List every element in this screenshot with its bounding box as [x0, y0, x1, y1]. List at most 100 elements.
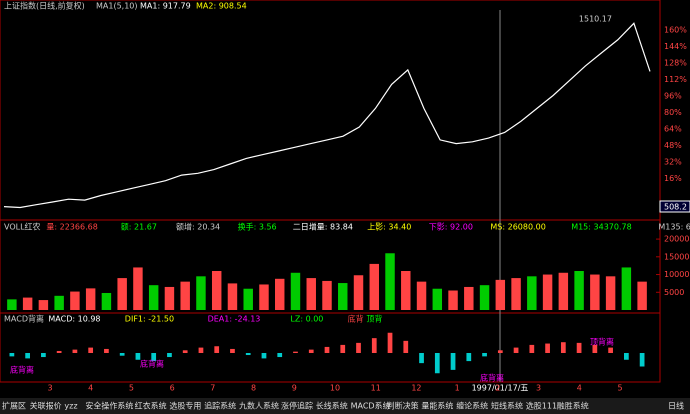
- macd-header: LZ: 0.00: [290, 315, 323, 324]
- volume-header: M135: 610: [658, 223, 690, 232]
- macd-header: DEA1: -24.13: [208, 315, 261, 324]
- x-tick-label: 5: [129, 384, 134, 393]
- volume-header: 换手: 3.56: [238, 222, 277, 232]
- volume-bar: [448, 290, 458, 310]
- volume-header: 量: 22366.68: [46, 223, 97, 232]
- macd-bar: [482, 353, 487, 357]
- tab[interactable]: 九数人系统: [239, 401, 279, 411]
- tab[interactable]: 选股专用: [169, 401, 201, 411]
- x-tick-label: 1: [455, 384, 460, 393]
- tab[interactable]: 涨停追踪: [281, 401, 313, 411]
- macd-bar: [182, 350, 188, 353]
- tab[interactable]: 扩展区: [2, 401, 26, 411]
- tab[interactable]: 红衣系统: [135, 401, 167, 411]
- tab[interactable]: 关联报价: [30, 401, 62, 411]
- macd-bar: [450, 353, 456, 370]
- macd-bar: [198, 347, 204, 353]
- macd-bar: [25, 353, 30, 359]
- volume-bar: [85, 288, 96, 310]
- volume-bar: [605, 276, 616, 310]
- macd-bar: [151, 353, 157, 362]
- y-tick-label: 10000: [664, 270, 689, 279]
- tab[interactable]: yzz: [64, 402, 77, 411]
- macd-header: DIF1: -21.50: [125, 315, 174, 324]
- volume-header: 上影: 34.40: [367, 222, 411, 232]
- tab[interactable]: MACD系统: [351, 401, 391, 411]
- volume-bar: [306, 278, 316, 310]
- tab[interactable]: 日线: [668, 401, 684, 411]
- ma1: MA1: 917.79: [140, 2, 191, 11]
- volume-bar: [479, 285, 490, 310]
- tab[interactable]: 缠论系统: [456, 401, 488, 411]
- tab[interactable]: 选股111: [526, 401, 557, 411]
- volume-bar: [227, 283, 238, 310]
- ma-params: MA1(5,10): [96, 2, 138, 11]
- volume-header: M15: 34370.78: [571, 223, 632, 232]
- macd-bar: [9, 353, 15, 357]
- volume-bar: [54, 295, 64, 310]
- macd-bar: [639, 353, 645, 367]
- volume-bar: [164, 286, 175, 310]
- volume-bar: [558, 272, 569, 310]
- x-tick-label: 11: [371, 384, 381, 393]
- volume-bar: [22, 297, 33, 310]
- pct-label: 16%: [664, 174, 682, 183]
- x-tick-label: 8: [251, 384, 256, 393]
- x-tick-label: 4: [88, 384, 93, 393]
- volume-bar: [275, 278, 285, 310]
- volume-bar: [196, 276, 206, 310]
- x-tick-label: 7: [210, 384, 215, 393]
- title: 上证指数(日线,前复权): [4, 1, 85, 11]
- price-line: [3, 22, 651, 209]
- pct-label: 48%: [664, 141, 682, 150]
- volume-header: MS: 26080.00: [490, 223, 545, 232]
- macd-bar: [277, 353, 283, 358]
- tab[interactable]: 判断决策: [387, 401, 419, 411]
- macd-bar: [576, 342, 582, 353]
- pct-label: 96%: [664, 92, 682, 101]
- macd-bar: [119, 353, 125, 356]
- macd-header: 底背: [348, 314, 364, 324]
- volume-bar: [353, 275, 364, 310]
- tab[interactable]: 安全操作系统: [85, 401, 133, 411]
- volume-bar: [243, 288, 253, 310]
- macd-header: MACD: 10.98: [48, 315, 100, 324]
- pct-label: 80%: [664, 108, 682, 117]
- volume-bar: [133, 267, 143, 310]
- volume-bar: [211, 271, 222, 310]
- current-price: 508.2: [664, 203, 687, 212]
- x-tick-label: 10: [330, 384, 340, 393]
- pct-label: 160%: [664, 26, 687, 35]
- tab[interactable]: 融胜系统: [557, 401, 589, 411]
- volume-bar: [574, 271, 584, 310]
- x-tick-label: 12: [411, 384, 421, 393]
- pct-label: 128%: [664, 59, 687, 68]
- macd-bar: [419, 353, 424, 364]
- volume-bar: [70, 291, 80, 310]
- macd-bar: [608, 347, 613, 353]
- volume-header: VOLL红农: [4, 222, 41, 232]
- tab-bar: [0, 398, 690, 414]
- peak-label: 1510.17: [579, 15, 612, 24]
- tab[interactable]: 短线系统: [491, 401, 523, 411]
- macd-annotation: 底背离: [140, 359, 164, 369]
- macd-bar: [41, 353, 46, 358]
- volume-bar: [322, 280, 332, 310]
- volume-bar: [369, 263, 379, 310]
- macd-bar: [403, 340, 409, 353]
- tab[interactable]: 长线系统: [316, 401, 348, 411]
- macd-bar: [104, 348, 109, 353]
- tab[interactable]: 追踪系统: [204, 401, 236, 411]
- volume-bar: [432, 288, 443, 310]
- x-tick-label: 9: [292, 384, 297, 393]
- ma2: MA2: 908.54: [196, 2, 247, 11]
- volume-header: 额增: 20.34: [176, 222, 220, 232]
- pct-label: 112%: [664, 75, 687, 84]
- price-box: [659, 200, 690, 213]
- volume-bar: [101, 292, 112, 310]
- macd-bar: [624, 353, 629, 360]
- tab[interactable]: 量能系统: [421, 401, 453, 411]
- volume-bar: [495, 279, 506, 310]
- y-tick-label: 20000: [664, 235, 689, 244]
